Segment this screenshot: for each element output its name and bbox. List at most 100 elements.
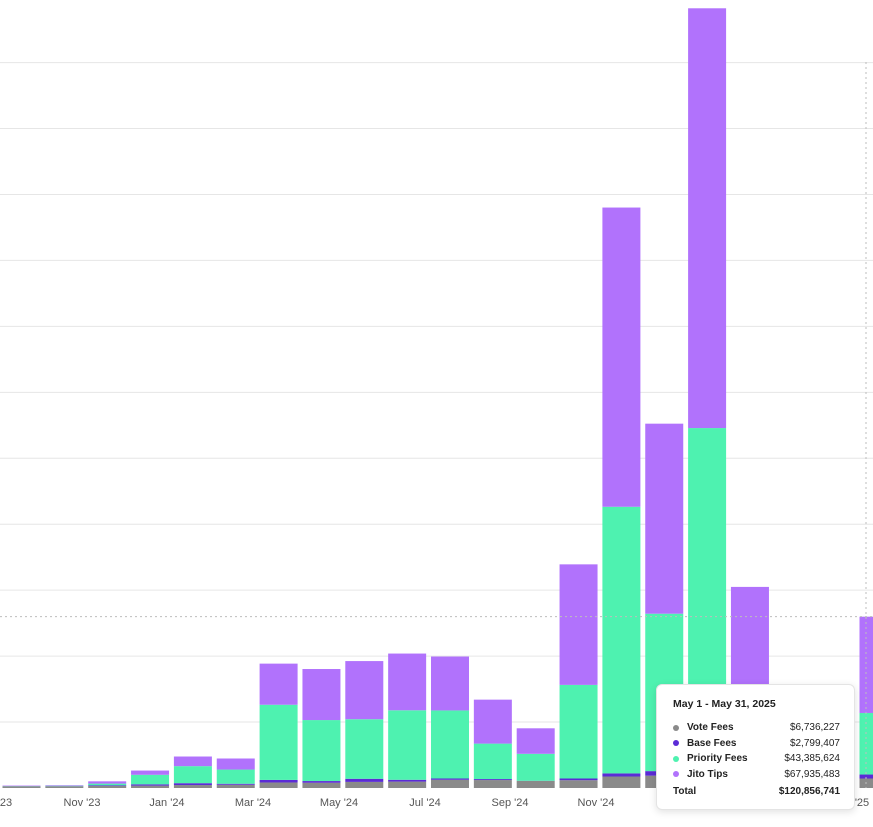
- bar-segment: [88, 786, 127, 788]
- bar-segment: [516, 753, 555, 781]
- bar-segment: [259, 779, 298, 783]
- bar-segment: [345, 719, 384, 779]
- bar-segment: [259, 704, 298, 780]
- bar-segment: [859, 774, 873, 779]
- tooltip-series-name: Jito Tips: [687, 768, 728, 780]
- bar-segment: [45, 786, 84, 788]
- bar-segment: [431, 656, 469, 711]
- bar-stack[interactable]: [2, 785, 41, 788]
- bar-segment: [259, 663, 298, 705]
- bar-stack[interactable]: [302, 669, 341, 788]
- bar-segment: [473, 699, 512, 744]
- bar-segment: [602, 207, 641, 507]
- x-tick-label: Jul '24: [409, 797, 440, 809]
- bar-segment: [516, 728, 555, 754]
- bar-stack[interactable]: [88, 781, 127, 788]
- hover-tooltip: May 1 - May 31, 2025 Vote Fees $6,736,227…: [656, 684, 855, 810]
- bar-segment: [131, 784, 170, 786]
- tooltip-series-name: Vote Fees: [687, 722, 734, 734]
- tooltip-total-label: Total: [673, 785, 697, 797]
- tooltip-row: Vote Fees $6,736,227: [673, 720, 840, 736]
- bar-segment: [302, 781, 341, 783]
- tooltip-series-value: $6,736,227: [789, 722, 840, 734]
- bar-segment: [602, 776, 641, 788]
- bar-segment: [645, 423, 684, 614]
- bar-stack[interactable]: [216, 758, 255, 788]
- tooltip-title: May 1 - May 31, 2025: [673, 698, 776, 710]
- bar-segment: [216, 783, 255, 785]
- bar-segment: [216, 769, 255, 784]
- bar-segment: [345, 778, 384, 782]
- bar-segment: [602, 773, 641, 777]
- bar-segment: [473, 743, 512, 780]
- tooltip-series-name: Base Fees: [687, 737, 737, 749]
- bar-segment: [473, 779, 512, 781]
- bar-stack[interactable]: [431, 656, 469, 788]
- bar-segment: [388, 779, 427, 782]
- bar-segment: [216, 758, 255, 770]
- bar-segment: [431, 779, 469, 788]
- bar-segment: [88, 783, 127, 786]
- bar-segment: [431, 778, 469, 780]
- bar-segment: [602, 506, 641, 774]
- x-axis-ticks: '23 Nov '23 Jan '24 Mar '24 May '24 Jul '24 Se…: [0, 797, 869, 809]
- bar-segment: [88, 785, 127, 787]
- bar-segment: [2, 786, 41, 788]
- legend-dot: [673, 740, 679, 747]
- bar-segment: [388, 653, 427, 711]
- bar-segment: [473, 780, 512, 788]
- tooltip-row: Priority Fees $43,385,624: [673, 751, 840, 767]
- bar-stack[interactable]: [559, 564, 598, 788]
- tooltip-series-value: $67,935,483: [784, 768, 840, 780]
- bar-stack[interactable]: [45, 785, 84, 788]
- bar-segment: [559, 778, 598, 781]
- x-tick-label: Jan '24: [149, 797, 184, 809]
- legend-dot: [673, 724, 679, 731]
- bar-stack[interactable]: [688, 8, 727, 788]
- x-tick-label: '25: [855, 797, 869, 809]
- legend-dot: [673, 755, 679, 762]
- bar-segment: [431, 710, 469, 779]
- tooltip-series-value: $43,385,624: [784, 753, 840, 765]
- tooltip-series-value: $2,799,407: [789, 737, 840, 749]
- bar-segment: [345, 661, 384, 720]
- bar-stack[interactable]: [473, 699, 512, 788]
- bar-segment: [88, 781, 127, 784]
- bar-segment: [559, 780, 598, 788]
- x-tick-label: May '24: [320, 797, 358, 809]
- bar-stack[interactable]: [516, 728, 555, 788]
- bar-segment: [559, 564, 598, 685]
- bar-segment: [388, 781, 427, 788]
- bar-segment: [302, 720, 341, 782]
- x-tick-label: Mar '24: [235, 797, 271, 809]
- bar-segment: [45, 785, 84, 786]
- grid-lines: [0, 62, 873, 723]
- bar-segment: [302, 669, 341, 721]
- bar-stack[interactable]: [345, 661, 384, 788]
- x-tick-label: Sep '24: [492, 797, 529, 809]
- tooltip-row: Base Fees $2,799,407: [673, 736, 840, 752]
- bar-segment: [688, 8, 727, 429]
- tooltip-row: Jito Tips $67,935,483: [673, 767, 840, 783]
- bar-stack[interactable]: [388, 653, 427, 788]
- bar-segment: [216, 784, 255, 788]
- legend-dot: [673, 771, 679, 778]
- bar-segment: [131, 785, 170, 788]
- tooltip-series-name: Priority Fees: [687, 753, 748, 765]
- tooltip-rows: Vote Fees $6,736,227 Base Fees $2,799,407 Pr…: [673, 720, 840, 782]
- x-tick-label: Nov '24: [578, 797, 615, 809]
- bar-segment: [259, 782, 298, 788]
- tooltip-total-row: Total $120,856,741: [673, 783, 840, 799]
- bar-stack[interactable]: [131, 770, 170, 788]
- bar-stack[interactable]: [173, 756, 212, 788]
- bar-segment: [345, 781, 384, 788]
- bar-segment: [131, 774, 170, 785]
- bars: [2, 8, 873, 788]
- bar-segment: [173, 766, 212, 784]
- bar-segment: [859, 616, 873, 713]
- bar-stack[interactable]: [602, 207, 641, 788]
- bar-segment: [173, 785, 212, 788]
- bar-segment: [131, 770, 170, 775]
- bar-stack[interactable]: [259, 663, 298, 788]
